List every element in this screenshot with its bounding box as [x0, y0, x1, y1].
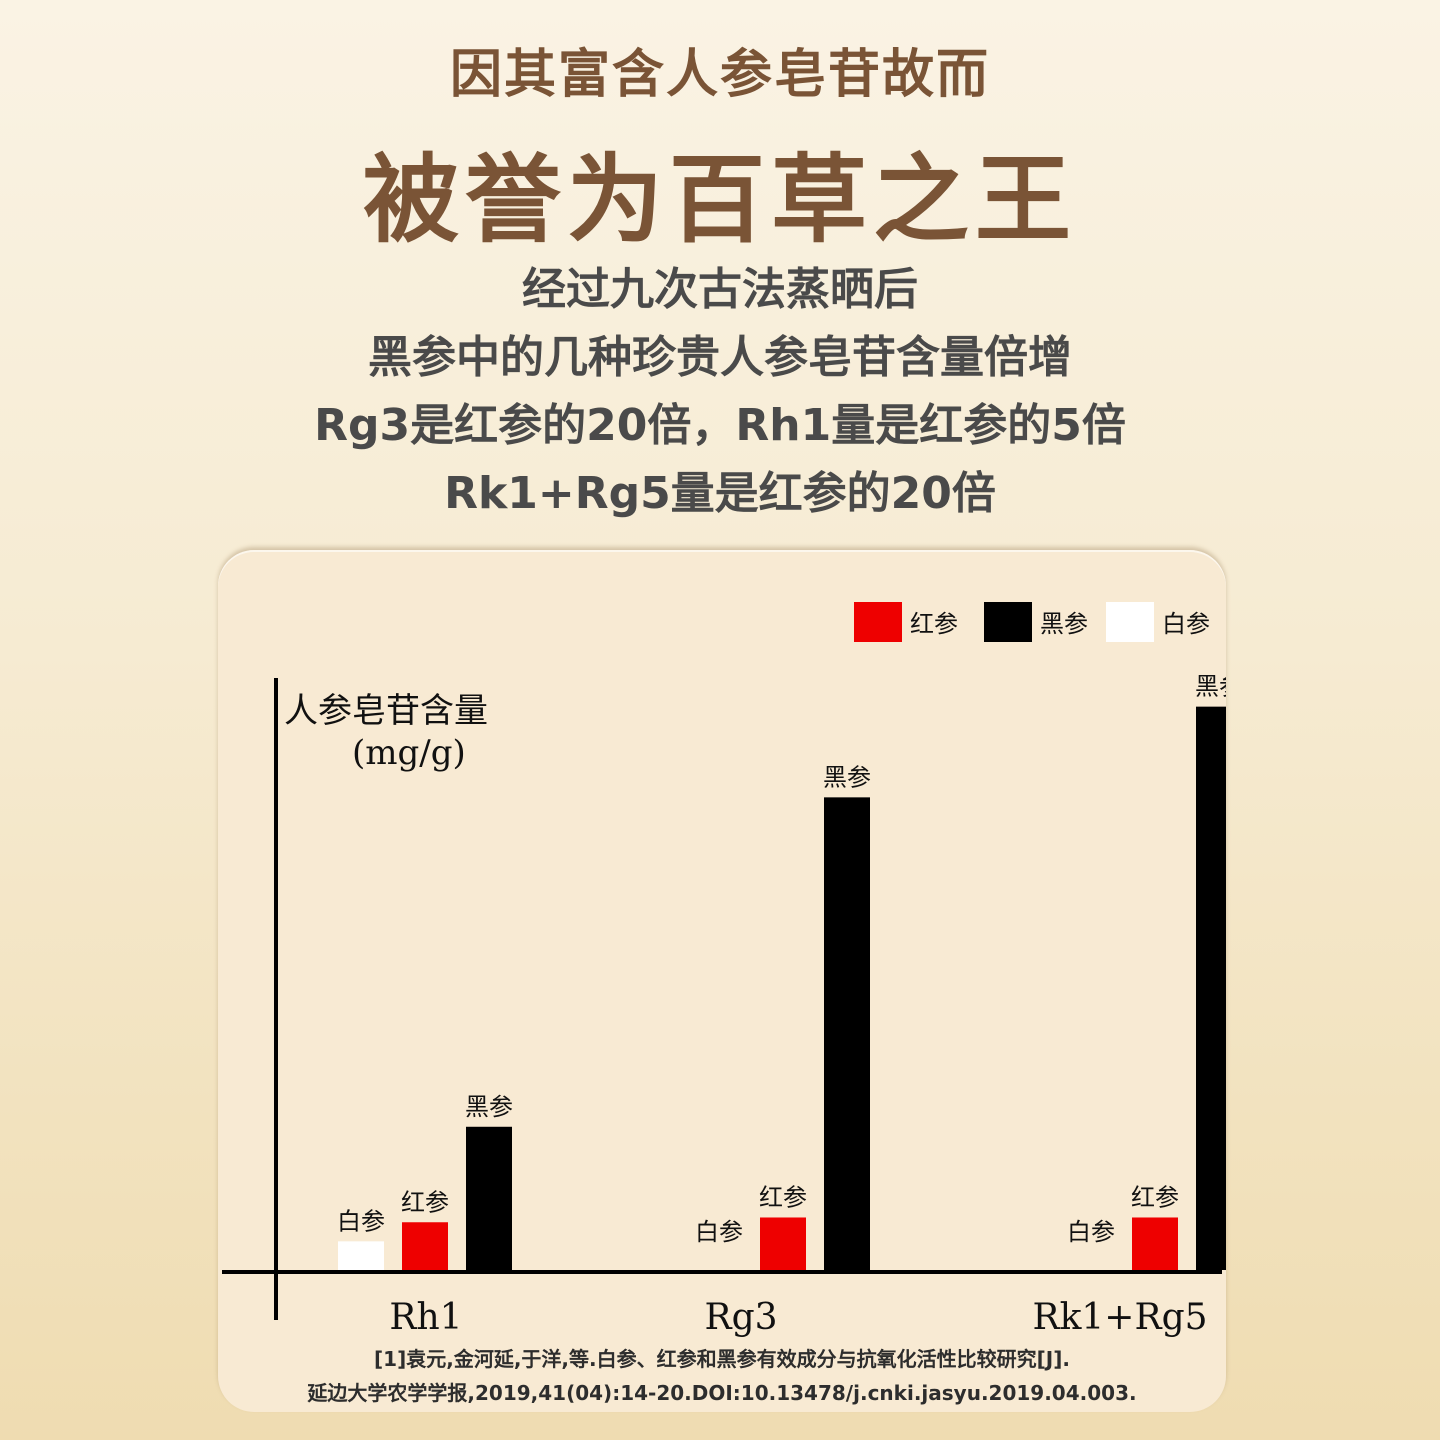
- subtitle-line-1: 经过九次古法蒸晒后: [522, 264, 918, 315]
- y-axis-label: 人参皂苷含量: [284, 691, 488, 731]
- bar-label-黑参-Rk1+Rg5: 黑参: [1195, 673, 1226, 701]
- x-tick-label-Rh1: Rh1: [389, 1297, 462, 1338]
- legend-swatch-黑参: [984, 602, 1032, 642]
- bar-chart: 人参皂苷含量(mg/g)白参红参黑参Rh1白参红参黑参Rg3白参红参黑参Rk1+…: [222, 602, 1226, 1338]
- bar-白参-Rh1: [338, 1241, 384, 1270]
- reference-line-2: 延边大学农学学报,2019,41(04):14-20.DOI:10.13478/…: [307, 1381, 1137, 1405]
- bar-红参-Rh1: [402, 1222, 448, 1270]
- bar-黑参-Rk1+Rg5: [1196, 706, 1226, 1270]
- subtitle-line-2: 黑参中的几种珍贵人参皂苷含量倍增: [368, 332, 1072, 383]
- bar-黑参-Rh1: [466, 1126, 512, 1270]
- legend-swatch-红参: [854, 602, 902, 642]
- subtitle-line-4: Rk1+Rg5量是红参的20倍: [444, 468, 996, 519]
- bar-label-白参-Rg3: 白参: [695, 1218, 743, 1246]
- bar-label-黑参-Rh1: 黑参: [465, 1093, 513, 1121]
- bar-label-红参-Rh1: 红参: [401, 1188, 449, 1216]
- legend-label-红参: 红参: [910, 610, 958, 638]
- legend-label-黑参: 黑参: [1040, 610, 1088, 638]
- x-tick-label-Rk1+Rg5: Rk1+Rg5: [1032, 1297, 1207, 1338]
- reference-line-1: [1]袁元,金河延,于洋,等.白参、红参和黑参有效成分与抗氧化活性比较研究[J]…: [374, 1347, 1070, 1371]
- bar-label-红参-Rg3: 红参: [759, 1183, 807, 1211]
- bar-红参-Rk1+Rg5: [1132, 1217, 1178, 1270]
- bar-label-白参-Rh1: 白参: [337, 1207, 385, 1235]
- subtitle-line-3: Rg3是红参的20倍，Rh1量是红参的5倍: [314, 400, 1126, 451]
- bar-红参-Rg3: [760, 1217, 806, 1270]
- bar-label-黑参-Rg3: 黑参: [823, 763, 871, 791]
- x-tick-label-Rg3: Rg3: [704, 1297, 777, 1338]
- legend-label-白参: 白参: [1162, 610, 1210, 638]
- bar-label-红参-Rk1+Rg5: 红参: [1131, 1183, 1179, 1211]
- bar-黑参-Rg3: [824, 797, 870, 1270]
- chart-card: 人参皂苷含量(mg/g)白参红参黑参Rh1白参红参黑参Rg3白参红参黑参Rk1+…: [218, 550, 1226, 1412]
- y-axis-unit: (mg/g): [352, 733, 466, 773]
- bar-label-白参-Rk1+Rg5: 白参: [1067, 1218, 1115, 1246]
- headline-main-title: 被誉为百草之王: [363, 144, 1077, 256]
- headline-line-1: 因其富含人参皂苷故而: [449, 45, 990, 105]
- legend-swatch-白参: [1106, 602, 1154, 642]
